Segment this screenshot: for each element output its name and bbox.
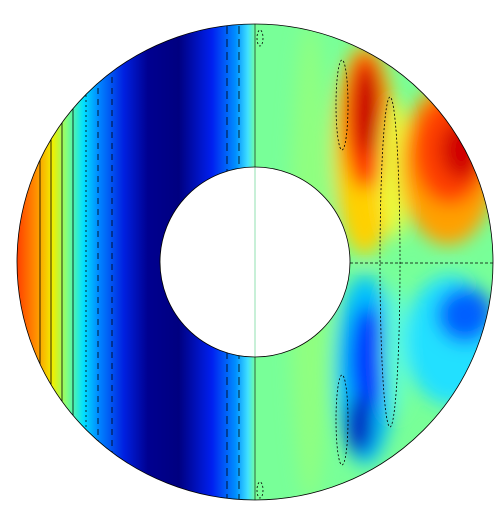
inner-boundary bbox=[159, 166, 351, 358]
left-field bbox=[17, 24, 255, 500]
outer-boundary bbox=[16, 23, 494, 501]
